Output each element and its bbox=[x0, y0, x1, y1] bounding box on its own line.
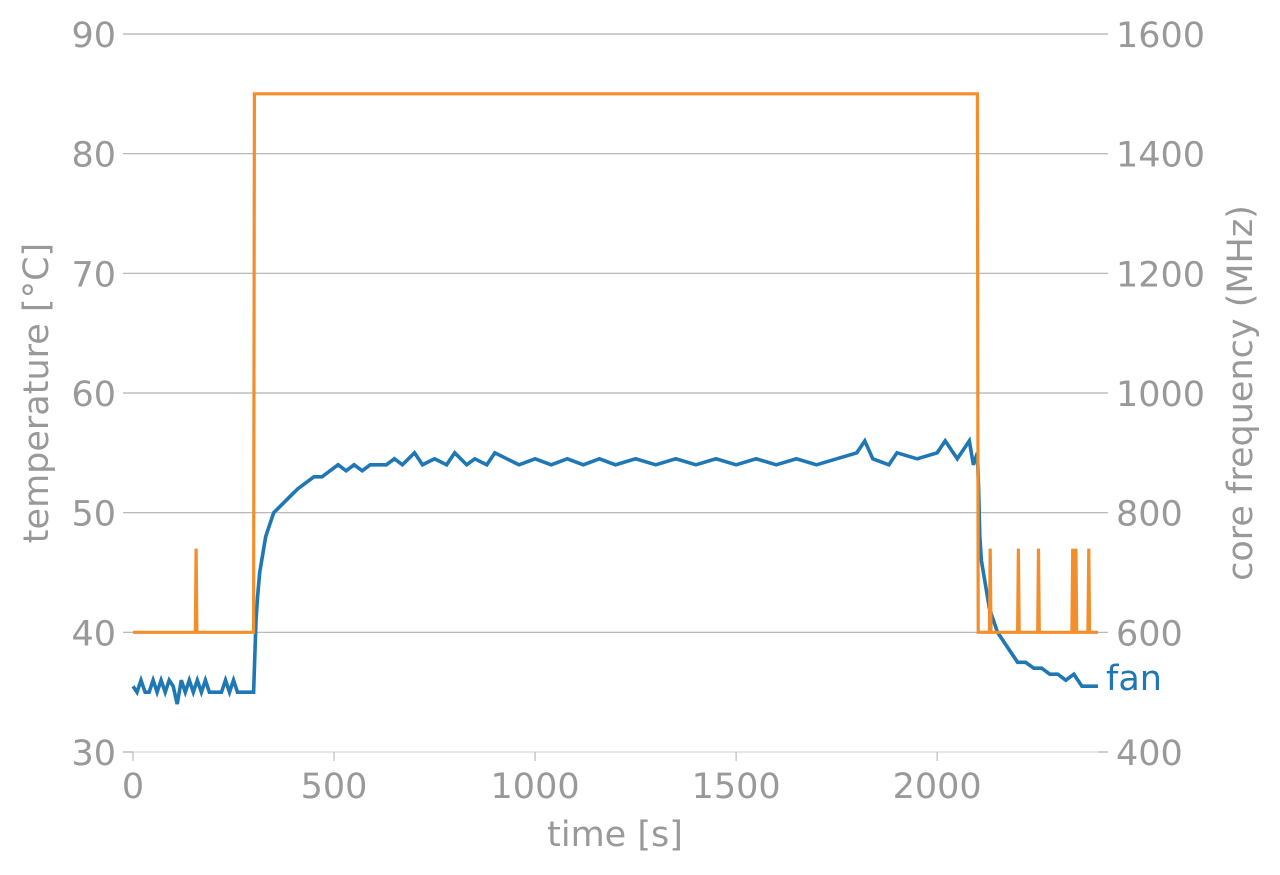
y-right-tick-label: 1600 bbox=[1116, 16, 1205, 56]
x-tick-label: 1500 bbox=[692, 767, 781, 807]
y-right-tick-label: 1000 bbox=[1116, 375, 1205, 415]
grid-lines bbox=[123, 33, 1108, 753]
y-left-tick-label: 90 bbox=[71, 16, 116, 56]
left-y-axis-label: temperature [°C] bbox=[17, 243, 57, 543]
left-tick-labels: 30 40 50 60 70 80 90 bbox=[71, 16, 116, 774]
y-right-tick-label: 400 bbox=[1116, 734, 1183, 774]
y-left-tick-label: 70 bbox=[71, 255, 116, 295]
fan-series-label: fan bbox=[1106, 659, 1162, 699]
frequency-series-line bbox=[133, 92, 1098, 634]
y-right-tick-label: 1200 bbox=[1116, 255, 1205, 295]
x-tick-label: 0 bbox=[122, 767, 144, 807]
right-y-axis-label: core frequency (MHz) bbox=[1221, 205, 1261, 581]
x-tick-label: 1000 bbox=[491, 767, 580, 807]
y-left-tick-label: 30 bbox=[71, 734, 116, 774]
y-left-tick-label: 80 bbox=[71, 136, 116, 176]
series-lines bbox=[131, 92, 1098, 705]
y-left-tick-label: 40 bbox=[71, 614, 116, 654]
x-tick-labels: 0 500 1000 1500 2000 bbox=[122, 767, 982, 807]
x-tick-label: 500 bbox=[301, 767, 368, 807]
axes bbox=[132, 751, 1098, 761]
y-right-tick-label: 1400 bbox=[1116, 136, 1205, 176]
y-right-tick-label: 600 bbox=[1116, 614, 1183, 654]
x-axis-label: time [s] bbox=[547, 815, 683, 855]
x-tick-label: 2000 bbox=[893, 767, 982, 807]
fan-series-line bbox=[131, 436, 1098, 705]
y-right-tick-label: 800 bbox=[1116, 495, 1183, 535]
right-tick-labels: 400 600 800 1000 1200 1400 1600 bbox=[1116, 16, 1205, 774]
y-left-tick-label: 60 bbox=[71, 375, 116, 415]
y-left-tick-label: 50 bbox=[71, 495, 116, 535]
